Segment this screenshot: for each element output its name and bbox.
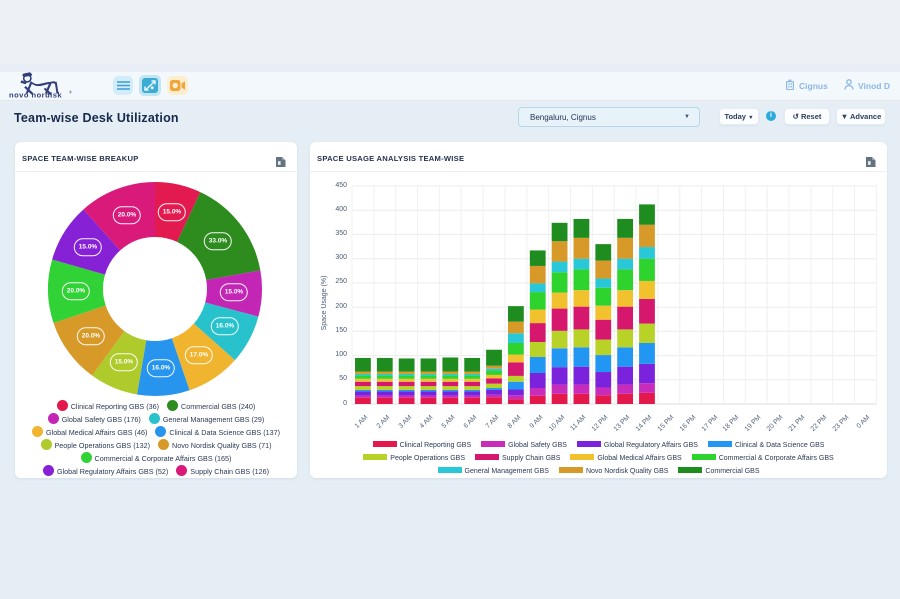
svg-text:novo nordisk: novo nordisk bbox=[9, 91, 62, 100]
svg-text:®: ® bbox=[69, 90, 72, 95]
